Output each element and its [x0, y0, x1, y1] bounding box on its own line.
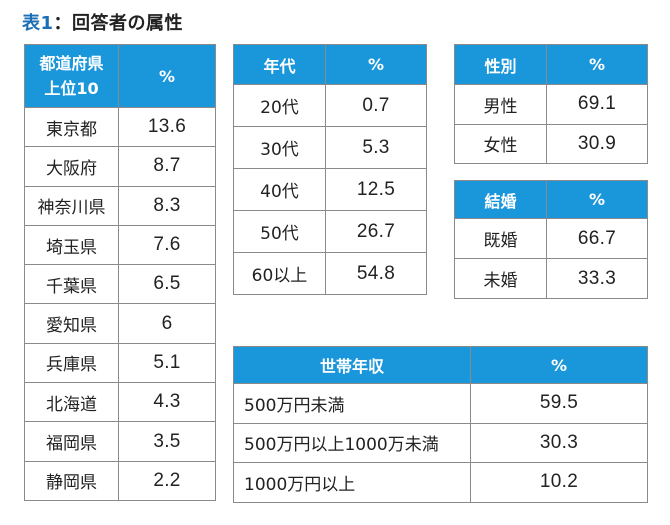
- table-row: 500万円未満 59.5: [233, 383, 648, 424]
- row-percent: 13.6: [118, 106, 216, 148]
- prefecture-table: 都道府県 上位10 % 東京都 13.6 大阪府 8.7 神奈川県 8.3 埼玉県 7.6 千葉県…: [24, 44, 216, 501]
- table-row: 大阪府 8.7: [24, 146, 216, 187]
- row-label: 未婚: [454, 258, 547, 299]
- table-row: 静岡県 2.2: [24, 460, 216, 501]
- row-percent: 3.5: [118, 421, 216, 462]
- table-row: 1000万円以上 10.2: [233, 462, 648, 503]
- row-label: 20代: [233, 84, 326, 127]
- title-lead: 表1: [22, 13, 54, 34]
- row-label: 神奈川県: [24, 185, 119, 226]
- row-label: 男性: [454, 84, 547, 125]
- row-percent: 6.5: [118, 264, 216, 305]
- table-row: 既婚 66.7: [454, 218, 648, 259]
- column-header-prefecture: 都道府県 上位10: [24, 44, 119, 108]
- column-header-percent: %: [546, 44, 648, 85]
- row-percent: 2.2: [118, 460, 216, 501]
- row-label: 愛知県: [24, 303, 119, 344]
- table-row: 40代 12.5: [233, 168, 427, 211]
- title-rest: ：回答者の属性: [53, 13, 184, 34]
- row-percent: 30.9: [546, 123, 648, 164]
- row-percent: 5.3: [325, 126, 427, 169]
- table-row: 30代 5.3: [233, 126, 427, 169]
- row-label: 兵庫県: [24, 342, 119, 384]
- row-label: 埼玉県: [24, 224, 119, 266]
- row-percent: 4.3: [118, 382, 216, 423]
- column-header-percent: %: [118, 44, 216, 108]
- row-label: 500万円以上1000万未満: [233, 422, 471, 463]
- row-percent: 8.3: [118, 185, 216, 226]
- table-row: 福岡県 3.5: [24, 421, 216, 462]
- row-percent: 26.7: [325, 210, 427, 253]
- row-label: 静岡県: [24, 460, 119, 501]
- row-label: 女性: [454, 123, 547, 164]
- column-header-percent: %: [470, 346, 648, 384]
- table-row: 女性 30.9: [454, 123, 648, 164]
- table-row: 未婚 33.3: [454, 258, 648, 299]
- table-row: 60以上 54.8: [233, 252, 427, 295]
- column-header-percent: %: [325, 44, 427, 85]
- table-row: 埼玉県 7.6: [24, 224, 216, 266]
- row-percent: 8.7: [118, 146, 216, 187]
- row-percent: 33.3: [546, 258, 648, 299]
- row-label: 既婚: [454, 218, 547, 259]
- row-label: 50代: [233, 210, 326, 253]
- row-percent: 59.5: [470, 383, 648, 424]
- marriage-table: 結婚 % 既婚 66.7 未婚 33.3: [454, 180, 648, 299]
- row-percent: 12.5: [325, 168, 427, 211]
- table-row: 愛知県 6: [24, 303, 216, 344]
- age-table: 年代 % 20代 0.7 30代 5.3 40代 12.5 50代 26.7 60以上 54.8: [233, 44, 427, 295]
- row-label: 30代: [233, 126, 326, 169]
- row-label: 福岡県: [24, 421, 119, 462]
- row-percent: 0.7: [325, 84, 427, 127]
- row-percent: 69.1: [546, 84, 648, 125]
- row-label: 大阪府: [24, 146, 119, 187]
- column-header-marriage: 結婚: [454, 180, 547, 219]
- table-header-row: 年代 %: [233, 44, 427, 85]
- table-header-row: 都道府県 上位10 %: [24, 44, 216, 108]
- table-row: 500万円以上1000万未満 30.3: [233, 422, 648, 463]
- row-percent: 10.2: [470, 462, 648, 503]
- row-percent: 6: [118, 303, 216, 344]
- table-row: 20代 0.7: [233, 84, 427, 127]
- row-label: 東京都: [24, 106, 119, 148]
- row-percent: 66.7: [546, 218, 648, 259]
- table-header-row: 性別 %: [454, 44, 648, 85]
- row-percent: 54.8: [325, 252, 427, 295]
- table-row: 北海道 4.3: [24, 382, 216, 423]
- row-label: 千葉県: [24, 264, 119, 305]
- page-title: 表1：回答者の属性: [22, 9, 183, 35]
- column-header-percent: %: [546, 180, 648, 219]
- column-header-gender: 性別: [454, 44, 547, 85]
- table-row: 東京都 13.6: [24, 106, 216, 148]
- gender-table: 性別 % 男性 69.1 女性 30.9: [454, 44, 648, 164]
- row-percent: 30.3: [470, 422, 648, 463]
- table-row: 兵庫県 5.1: [24, 342, 216, 384]
- table-row: 神奈川県 8.3: [24, 185, 216, 226]
- table-header-row: 世帯年収 %: [233, 346, 648, 384]
- table-row: 50代 26.7: [233, 210, 427, 253]
- row-label: 60以上: [233, 252, 326, 295]
- table-row: 男性 69.1: [454, 84, 648, 125]
- row-label: 40代: [233, 168, 326, 211]
- row-percent: 7.6: [118, 224, 216, 266]
- column-header-age: 年代: [233, 44, 326, 85]
- row-percent: 5.1: [118, 342, 216, 384]
- column-header-income: 世帯年収: [233, 346, 471, 384]
- row-label: 500万円未満: [233, 383, 471, 424]
- row-label: 1000万円以上: [233, 462, 471, 503]
- table-row: 千葉県 6.5: [24, 264, 216, 305]
- row-label: 北海道: [24, 382, 119, 423]
- table-header-row: 結婚 %: [454, 180, 648, 219]
- income-table: 世帯年収 % 500万円未満 59.5 500万円以上1000万未満 30.3 1000…: [233, 346, 648, 503]
